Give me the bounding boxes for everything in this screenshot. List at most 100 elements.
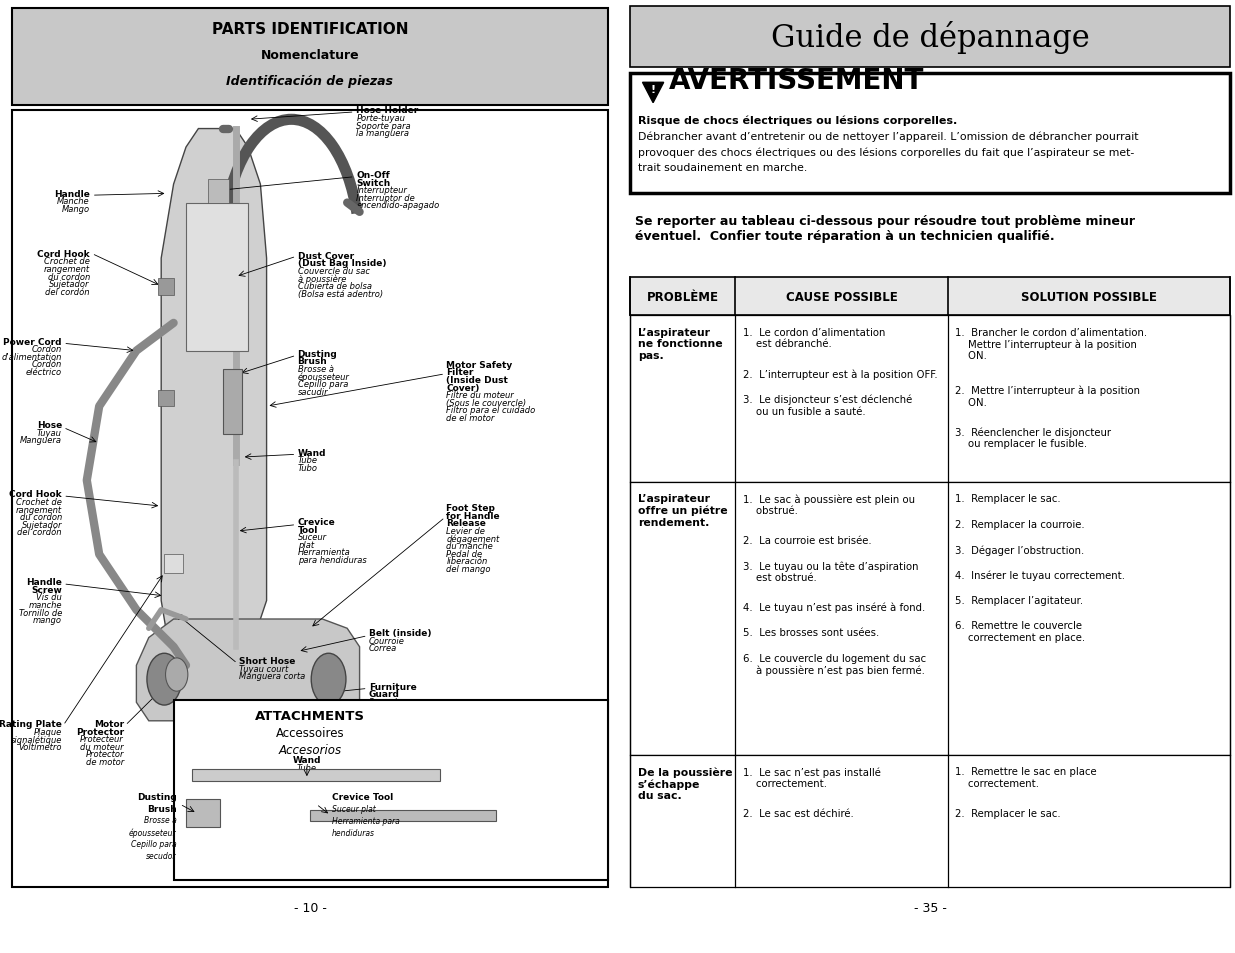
Text: Tube: Tube [296,763,317,773]
Text: 1.  Remplacer le sac.: 1. Remplacer le sac. [955,494,1061,503]
Text: du manche: du manche [446,541,493,551]
Text: Dust Cover: Dust Cover [298,252,353,260]
Text: Plaque: Plaque [33,727,62,736]
Bar [186,203,248,352]
Text: Crevice: Crevice [298,517,336,527]
Bar [630,8,1230,68]
Text: mango: mango [33,616,62,624]
Text: du cordon: du cordon [20,513,62,521]
Text: provoquer des chocs électriques ou des lésions corporelles du fait que l’aspirat: provoquer des chocs électriques ou des l… [638,147,1135,157]
Text: Motor Safety: Motor Safety [446,360,513,370]
Bar [158,279,174,295]
Text: 3.  Le tuyau ou la tête d’aspiration
    est obstrué.: 3. Le tuyau ou la tête d’aspiration est … [742,560,918,582]
Text: eléctrico: eléctrico [26,368,62,376]
Text: CAUSE POSSIBLE: CAUSE POSSIBLE [785,291,898,303]
Text: (Inside Dust: (Inside Dust [446,375,509,385]
Text: Protector de meubles: Protector de meubles [369,705,459,714]
Text: Correa: Correa [369,643,398,653]
Text: Tuyau: Tuyau [37,428,62,437]
Text: Cord Hook: Cord Hook [37,250,90,258]
Text: Guard: Guard [369,690,400,699]
Text: épousseteur: épousseteur [130,827,177,837]
Text: 2.  Remplacer le sac.: 2. Remplacer le sac. [955,808,1061,818]
Text: Handle: Handle [54,190,90,198]
Text: liberación: liberación [446,557,488,566]
Text: Soporte para: Soporte para [357,121,411,131]
Text: d'alimentation: d'alimentation [1,353,62,361]
Text: Filtre du moteur: Filtre du moteur [446,391,514,399]
Text: Cepillo para: Cepillo para [131,840,177,848]
Text: Interruptor de: Interruptor de [357,193,415,203]
Text: Manche: Manche [57,197,90,206]
Text: Power Cord: Power Cord [4,337,62,346]
Text: Tubo: Tubo [296,775,317,783]
Text: dégagement: dégagement [446,534,500,543]
Text: rangement: rangement [16,505,62,514]
Text: Herramienta: Herramienta [298,548,351,557]
Text: plat: plat [298,540,314,549]
Text: On-Off: On-Off [357,171,390,180]
Text: 3.  Le disjoncteur s’est déclenché
    ou un fusible a sauté.: 3. Le disjoncteur s’est déclenché ou un … [742,395,911,416]
Text: Identificación de piezas: Identificación de piezas [226,75,394,88]
Text: 2.  Le sac est déchiré.: 2. Le sac est déchiré. [742,808,853,818]
Polygon shape [136,619,359,721]
Text: Cord Hook: Cord Hook [10,490,62,499]
Text: Filtro para el cuidado: Filtro para el cuidado [446,406,536,415]
Text: rangement: rangement [43,265,90,274]
Bar [630,755,1230,887]
Text: du cordon: du cordon [48,273,90,281]
Text: Brosse à: Brosse à [298,365,333,374]
Text: Handle: Handle [26,578,62,587]
Text: (Sous le couvercle): (Sous le couvercle) [446,398,526,407]
Text: Débrancher avant d’entretenir ou de nettoyer l’appareil. L’omission de débranche: Débrancher avant d’entretenir ou de nett… [638,132,1139,142]
Text: 5.  Les brosses sont usées.: 5. Les brosses sont usées. [742,628,879,638]
Text: PROBLÈME: PROBLÈME [647,291,719,303]
Text: 4.  Insérer le tuyau correctement.: 4. Insérer le tuyau correctement. [955,570,1125,580]
Text: Crochet de: Crochet de [16,497,62,506]
Text: Tuyau court: Tuyau court [238,664,288,673]
Text: Release: Release [446,519,487,528]
Bar [630,74,1230,194]
Text: - 10 -: - 10 - [294,902,326,914]
Bar [630,277,1230,316]
Text: (Dust Bag Inside): (Dust Bag Inside) [298,259,387,268]
Text: 3.  Réenclencher le disjoncteur
    ou remplacer le fusible.: 3. Réenclencher le disjoncteur ou rempla… [955,427,1112,449]
Text: Suceur plat: Suceur plat [332,804,375,813]
Text: la manguera: la manguera [357,129,410,138]
Text: Tube: Tube [298,456,317,465]
Circle shape [147,654,182,705]
Text: Brush: Brush [147,804,177,813]
Text: Motor: Motor [94,720,124,728]
Text: épousseteur: épousseteur [298,372,350,381]
Text: del cordón: del cordón [46,288,90,296]
Text: Manguera corta: Manguera corta [238,672,305,680]
Text: Filter: Filter [446,368,474,377]
Text: Interrupteur: Interrupteur [357,186,408,195]
Text: secudor: secudor [146,851,177,861]
Bar [164,555,183,573]
Text: 3.  Dégager l’obstruction.: 3. Dégager l’obstruction. [955,544,1084,555]
Text: 1.  Le sac n’est pas installé
    correctement.: 1. Le sac n’est pas installé correctemen… [742,766,881,788]
Text: manche: manche [28,600,62,609]
Text: Dusting: Dusting [298,350,337,358]
Text: 6.  Le couvercle du logement du sac
    à poussière n’est pas bien fermé.: 6. Le couvercle du logement du sac à pou… [742,653,926,676]
Circle shape [165,659,188,692]
Text: !: ! [651,85,656,94]
Text: Furniture: Furniture [369,682,416,691]
Text: Belt (inside): Belt (inside) [369,629,431,638]
Polygon shape [224,370,242,435]
Text: Couvercle du sac: Couvercle du sac [298,267,369,275]
Text: for Handle: for Handle [446,512,500,520]
Bar [12,10,608,107]
Text: De la poussière
s’échappe
du sac.: De la poussière s’échappe du sac. [637,766,732,801]
Text: 5.  Remplacer l’agitateur.: 5. Remplacer l’agitateur. [955,596,1083,605]
Text: Short Hose: Short Hose [238,657,295,665]
Text: trait soudainement en marche.: trait soudainement en marche. [638,163,808,172]
Text: Crochet de: Crochet de [44,257,90,266]
Polygon shape [162,130,267,657]
Text: Screw: Screw [31,585,62,595]
Text: Wand: Wand [298,448,326,457]
Text: Levier de: Levier de [446,526,485,536]
Bar [12,111,608,887]
Text: Brush: Brush [298,357,327,366]
